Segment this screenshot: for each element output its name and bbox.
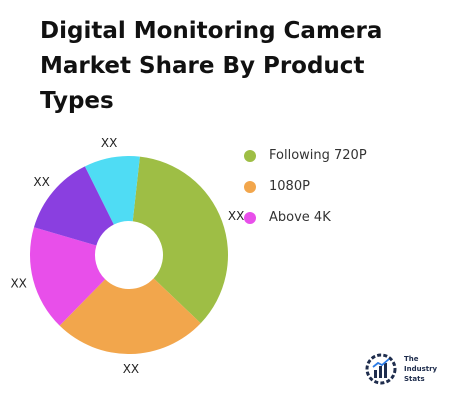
legend-item[interactable]: Following 720P [244,140,367,171]
slice-data-label: XX [101,136,117,150]
legend: Following 720P 1080P Above 4K [244,140,367,233]
industry-stats-logo-icon [365,353,397,385]
logo-text: The Industry Stats [404,354,437,384]
legend-item[interactable]: 1080P [244,171,367,202]
donut-slice[interactable] [59,278,201,355]
donut-slice[interactable] [84,156,140,225]
chart-title: Digital Monitoring Camera Market Share B… [40,18,383,114]
legend-item[interactable]: Above 4K [244,202,367,233]
logo-text-line: Stats [404,375,425,383]
logo-text-line: Industry [404,365,438,373]
slice-data-label: XX [10,277,26,291]
slice-data-label: XX [123,362,139,376]
slice-data-label: XX [228,209,244,223]
logo-text-line: The [404,355,419,363]
legend-label: Above 4K [269,210,331,225]
brand-logo: The Industry Stats [364,352,437,386]
legend-swatch-following-720p [244,149,256,162]
legend-swatch-above-4k [244,211,256,224]
donut-slice[interactable] [33,166,114,246]
legend-label: Following 720P [269,148,367,163]
donut-slice[interactable] [132,156,228,324]
slice-data-label: XX [33,175,49,189]
legend-label: 1080P [269,179,310,194]
legend-swatch-1080p [244,180,256,193]
donut-slice[interactable] [29,227,106,326]
